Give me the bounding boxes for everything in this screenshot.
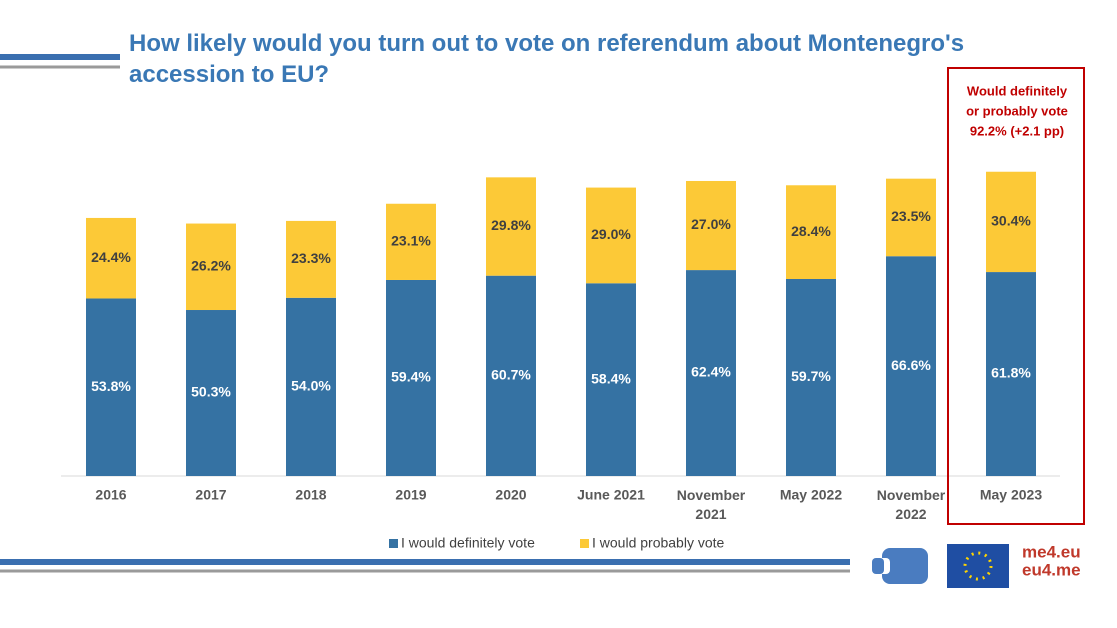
- value-label: 23.3%: [291, 250, 331, 266]
- bar-segment: [786, 278, 836, 476]
- value-label: 26.2%: [191, 257, 231, 273]
- value-label: 59.4%: [391, 369, 431, 385]
- bar-segment: [286, 297, 336, 476]
- annotation: 92.2% (+2.1 pp): [970, 123, 1064, 138]
- x-tick-label: June 2021: [577, 487, 645, 503]
- bar-segment: [886, 178, 936, 257]
- x-tick-label: 2019: [395, 487, 426, 503]
- bar-segment: [386, 203, 436, 280]
- bar-segment: [786, 185, 836, 279]
- logo-shape: [872, 548, 928, 584]
- x-tick-label: 2017: [195, 487, 226, 503]
- value-label: 28.4%: [791, 223, 831, 239]
- x-tick-label: May 2022: [780, 487, 842, 503]
- bar-segment: [486, 275, 536, 476]
- bar-segment: [986, 272, 1036, 476]
- value-label: 23.5%: [891, 208, 931, 224]
- bar-segment: [686, 180, 736, 271]
- x-tick-label: May 2023: [980, 487, 1042, 503]
- value-label: 66.6%: [891, 357, 931, 373]
- highlight-box: [947, 67, 1085, 525]
- legend-swatch: [580, 539, 589, 548]
- bar-segment: [186, 310, 236, 476]
- bar-segment: [186, 223, 236, 311]
- value-label: 29.8%: [491, 217, 531, 233]
- chart-title: How likely would you turn out to vote on…: [129, 30, 965, 88]
- value-label: 24.4%: [91, 249, 131, 265]
- value-label: 23.1%: [391, 233, 431, 249]
- x-tick-label: 2016: [95, 487, 126, 503]
- logo-text: me4.eu: [1022, 542, 1081, 561]
- value-label: 59.7%: [791, 368, 831, 384]
- value-label: 27.0%: [691, 216, 731, 232]
- annotation: Would definitely: [967, 83, 1068, 98]
- eu-flag: [947, 544, 1009, 588]
- bar-segment: [586, 283, 636, 476]
- annotation: or probably vote: [966, 103, 1068, 118]
- value-label: 58.4%: [591, 370, 631, 386]
- value-label: 54.0%: [291, 378, 331, 394]
- bar-segment: [586, 187, 636, 284]
- bar-segment: [86, 217, 136, 299]
- bar-segment: [286, 220, 336, 298]
- bar-segment: [986, 171, 1036, 273]
- bar-segment: [486, 177, 536, 276]
- x-tick-label: November 2021: [677, 487, 746, 522]
- value-label: 60.7%: [491, 367, 531, 383]
- bar-segment: [386, 279, 436, 476]
- legend-swatch: [389, 539, 398, 548]
- value-label: 53.8%: [91, 378, 131, 394]
- x-tick-label: November 2022: [877, 487, 946, 522]
- x-tick-label: 2018: [295, 487, 326, 503]
- bar-segment: [86, 298, 136, 476]
- value-label: 50.3%: [191, 384, 231, 400]
- x-tick-label: 2020: [495, 487, 526, 503]
- legend-label: I would probably vote: [592, 535, 725, 551]
- bar-segment: [886, 256, 936, 476]
- value-label: 61.8%: [991, 365, 1031, 381]
- logo-text: eu4.me: [1022, 560, 1081, 579]
- bar-segment: [686, 270, 736, 476]
- value-label: 30.4%: [991, 213, 1031, 229]
- value-label: 62.4%: [691, 364, 731, 380]
- value-label: 29.0%: [591, 226, 631, 242]
- legend-label: I would definitely vote: [401, 535, 535, 551]
